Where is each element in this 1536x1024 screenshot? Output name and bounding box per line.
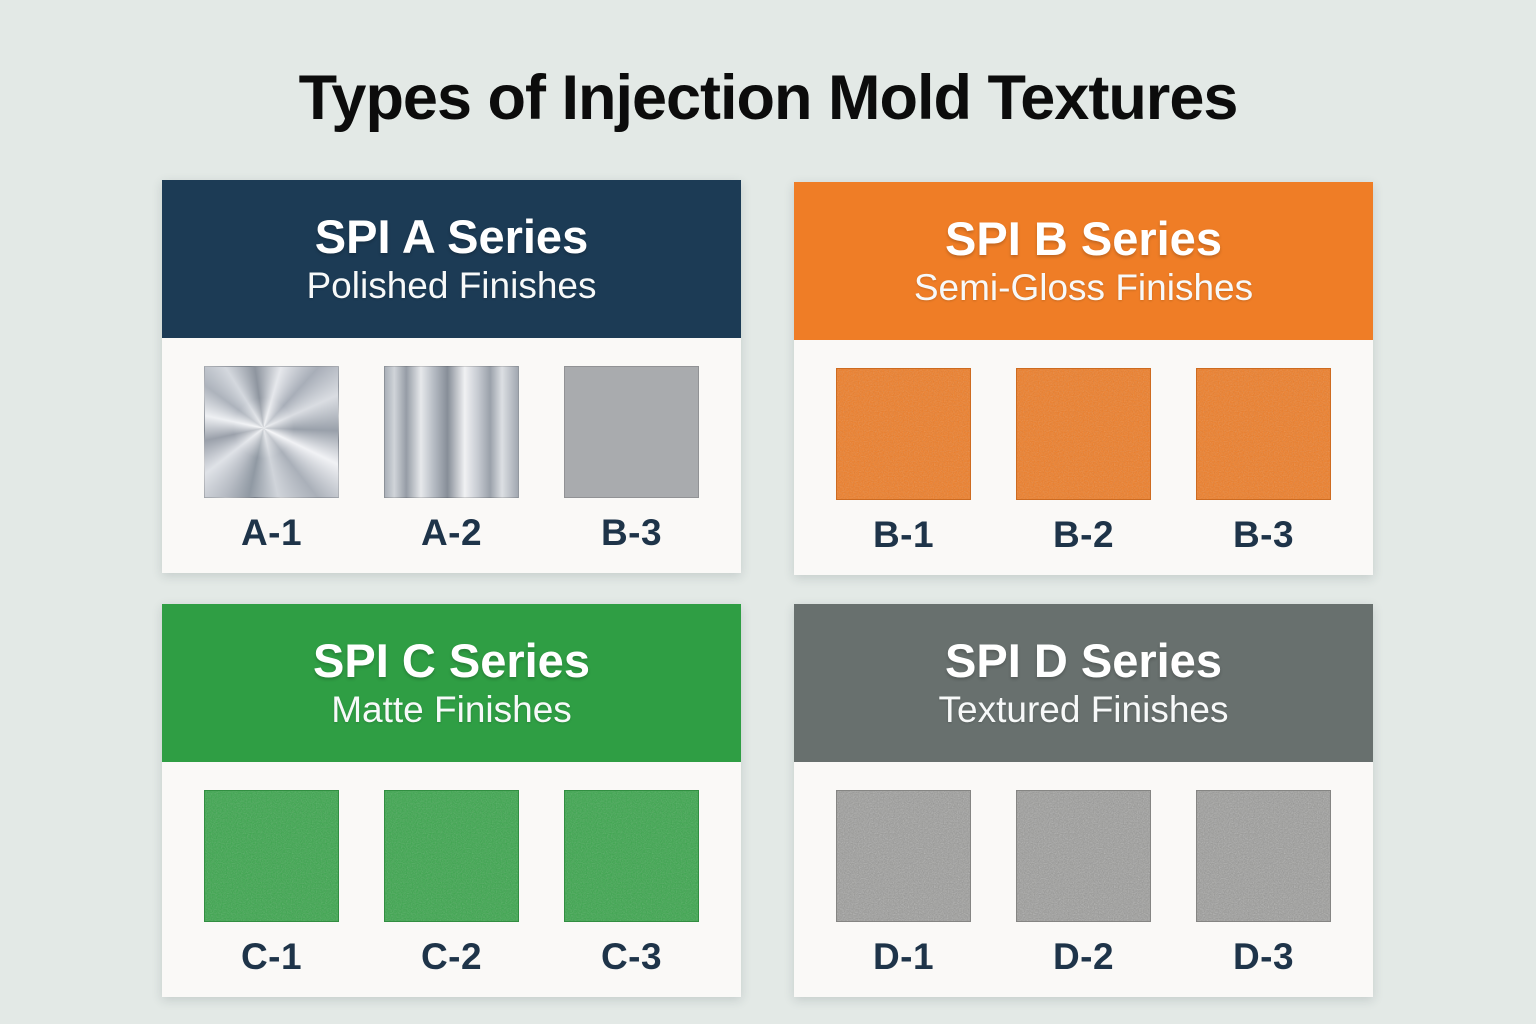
swatch-item: B-3 bbox=[1196, 368, 1331, 575]
swatch-label: C-2 bbox=[420, 936, 483, 977]
brushed-metal-texture-swatch bbox=[384, 366, 519, 498]
swatch-item: D-1 bbox=[836, 790, 971, 997]
swatch-item: C-1 bbox=[204, 790, 339, 997]
swatch-label: C-1 bbox=[240, 936, 303, 977]
panel-series-subtitle: Semi-Gloss Finishes bbox=[913, 267, 1254, 309]
panel-series-subtitle: Textured Finishes bbox=[938, 689, 1229, 731]
semi-gloss-texture-swatch bbox=[1016, 368, 1151, 500]
swatch-label: B-3 bbox=[1232, 514, 1295, 555]
grained-texture-swatch bbox=[1196, 790, 1331, 922]
swatch-label: B-1 bbox=[872, 514, 935, 555]
matte-texture-swatch bbox=[204, 790, 339, 922]
panel-spi-b-body: B-1 B-2 B-3 bbox=[794, 340, 1373, 575]
swatch-item: C-3 bbox=[564, 790, 699, 997]
semi-gloss-texture-swatch bbox=[1196, 368, 1331, 500]
swatch-label: A-1 bbox=[240, 512, 303, 553]
grain-texture-overlay bbox=[1017, 791, 1150, 921]
spin-polished-texture-swatch bbox=[204, 366, 339, 498]
grain-texture-overlay bbox=[385, 791, 518, 921]
grain-texture-overlay bbox=[1197, 791, 1330, 921]
panel-series-subtitle: Matte Finishes bbox=[331, 689, 572, 731]
panel-spi-c-header: SPI C Series Matte Finishes bbox=[162, 604, 741, 762]
grain-texture-overlay bbox=[205, 791, 338, 921]
swatch-label: B-3 bbox=[600, 512, 663, 553]
flat-gray-texture-swatch bbox=[564, 366, 699, 498]
swatch-item: C-2 bbox=[384, 790, 519, 997]
swatch-item: B-2 bbox=[1016, 368, 1151, 575]
panel-spi-a-header: SPI A Series Polished Finishes bbox=[162, 180, 741, 338]
swatch-label: D-3 bbox=[1232, 936, 1295, 977]
panel-spi-a-series: SPI A Series Polished Finishes A-1 A-2 B… bbox=[162, 180, 741, 573]
swatch-item: B-1 bbox=[836, 368, 971, 575]
panel-spi-c-body: C-1 C-2 C-3 bbox=[162, 762, 741, 997]
panel-spi-d-series: SPI D Series Textured Finishes D-1 D-2 bbox=[794, 604, 1373, 997]
grained-texture-swatch bbox=[836, 790, 971, 922]
grain-texture-overlay bbox=[837, 369, 970, 499]
grained-texture-swatch bbox=[1016, 790, 1151, 922]
panel-series-title: SPI D Series bbox=[945, 633, 1222, 687]
panel-spi-b-header: SPI B Series Semi-Gloss Finishes bbox=[794, 182, 1373, 340]
matte-texture-swatch bbox=[564, 790, 699, 922]
swatch-label: D-1 bbox=[872, 936, 935, 977]
panel-spi-d-header: SPI D Series Textured Finishes bbox=[794, 604, 1373, 762]
semi-gloss-texture-swatch bbox=[836, 368, 971, 500]
panel-spi-c-series: SPI C Series Matte Finishes C-1 C-2 C- bbox=[162, 604, 741, 997]
swatch-item: D-2 bbox=[1016, 790, 1151, 997]
panel-spi-a-body: A-1 A-2 B-3 bbox=[162, 338, 741, 573]
panel-spi-d-body: D-1 D-2 D-3 bbox=[794, 762, 1373, 997]
panel-series-subtitle: Polished Finishes bbox=[306, 265, 597, 307]
swatch-label: C-3 bbox=[600, 936, 663, 977]
panel-series-title: SPI B Series bbox=[945, 211, 1222, 265]
grain-texture-overlay bbox=[837, 791, 970, 921]
swatch-item: A-1 bbox=[204, 366, 339, 573]
panel-series-title: SPI C Series bbox=[313, 633, 590, 687]
matte-texture-swatch bbox=[384, 790, 519, 922]
grain-texture-overlay bbox=[565, 791, 698, 921]
swatch-item: B-3 bbox=[564, 366, 699, 573]
panel-series-title: SPI A Series bbox=[314, 209, 589, 263]
panel-spi-b-series: SPI B Series Semi-Gloss Finishes B-1 B-2 bbox=[794, 182, 1373, 575]
swatch-item: D-3 bbox=[1196, 790, 1331, 997]
page-title: Types of Injection Mold Textures bbox=[298, 63, 1239, 133]
swatch-label: B-2 bbox=[1052, 514, 1115, 555]
swatch-label: D-2 bbox=[1052, 936, 1115, 977]
grain-texture-overlay bbox=[1197, 369, 1330, 499]
swatch-label: A-2 bbox=[420, 512, 483, 553]
swatch-item: A-2 bbox=[384, 366, 519, 573]
grain-texture-overlay bbox=[1017, 369, 1150, 499]
